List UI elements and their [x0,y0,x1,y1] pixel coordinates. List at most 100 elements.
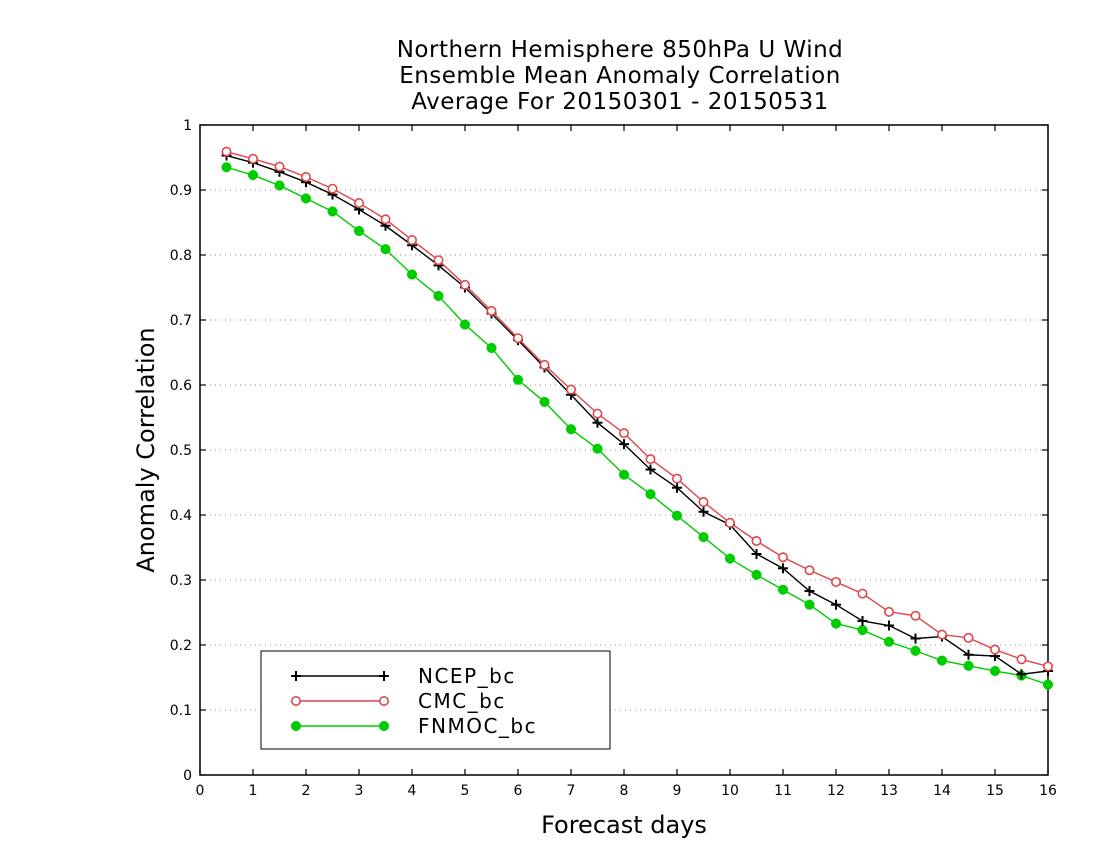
legend-item-fnmoc-bc: FNMOC_bc [290,714,537,738]
x-tick-label: 15 [986,783,1004,799]
x-tick-label: 2 [302,783,311,799]
data-point [884,620,894,631]
series-cmc-bc [221,146,1054,672]
legend-label: CMC_bc [418,689,506,713]
data-point [645,489,656,500]
data-point [406,269,418,280]
x-tick-label: 14 [933,783,951,799]
y-tick-label: 1 [183,118,192,134]
data-point [300,172,311,183]
y-tick-label: 0.8 [170,248,192,264]
data-point [857,615,868,626]
series-line [226,166,1049,686]
legend-marker [378,720,390,732]
chart-title-line-2: Ensemble Mean Anomaly Correlation [399,63,841,89]
chart-title-line-1: Northern Hemisphere 850hPa U Wind [396,37,844,63]
series-ncep-bc [221,150,1053,680]
data-point [963,632,974,643]
legend-item-cmc-bc: CMC_bc [290,689,506,713]
data-point [592,443,603,454]
data-point [618,428,629,439]
data-point [671,473,682,484]
data-point [327,206,338,217]
data-point [565,424,577,435]
data-point [353,225,365,236]
data-point [433,290,444,302]
data-point [910,610,921,621]
data-point [380,214,391,225]
data-point [910,633,921,644]
data-point [883,636,895,647]
x-tick-label: 3 [355,783,364,799]
data-point [963,660,974,671]
x-tick-label: 9 [673,783,682,799]
data-point [1016,669,1027,680]
x-tick-label: 8 [620,783,629,799]
x-tick-label: 5 [461,783,470,799]
x-tick-label: 11 [774,783,792,799]
x-tick-label: 16 [1039,783,1057,799]
data-point [592,417,603,428]
data-point [248,153,259,164]
data-point [565,384,576,395]
legend-label: NCEP_bc [418,664,516,688]
data-point [1042,679,1054,690]
data-point [831,599,841,610]
data-point [327,183,338,194]
data-point [247,170,259,181]
data-point [486,342,497,354]
data-point [486,305,497,316]
data-point [698,496,709,507]
y-axis-title: Anomaly Correlation [132,327,160,572]
x-tick-label: 0 [196,783,205,799]
data-point [963,649,974,660]
data-point [592,408,603,419]
data-point [698,532,709,543]
data-point [778,563,788,574]
y-tick-label: 0.4 [170,508,192,524]
data-point [724,517,735,528]
data-point [433,255,444,266]
axis-ticks: 00.10.20.30.40.50.60.70.80.910 1 2 3 4 5 6 7 8 9 1… [170,118,1057,799]
x-tick-label: 7 [567,783,576,799]
data-point [221,162,232,173]
data-point [645,464,656,475]
data-point [645,454,656,465]
data-point [751,535,762,546]
x-tick-label: 1 [249,783,258,799]
grid-lines [200,189,1048,711]
data-point [751,569,762,580]
y-tick-label: 0.3 [170,573,192,589]
data-point [777,552,788,563]
data-point [539,396,550,407]
data-point [804,586,815,597]
y-tick-label: 0.9 [170,183,192,199]
legend-marker [378,695,389,706]
data-point [512,374,524,385]
data-point [936,629,947,640]
data-point [300,193,312,204]
series-line [226,150,1049,668]
x-tick-label: 12 [827,783,845,799]
y-tick-label: 0.2 [170,638,192,654]
data-point [777,584,789,595]
x-tick-label: 13 [880,783,898,799]
legend-marker [379,671,389,681]
data-point [353,198,364,209]
y-tick-label: 0.5 [170,443,192,459]
data-point [618,469,630,480]
data-point [1016,654,1027,665]
x-axis-title: Forecast days [541,811,707,839]
legend-marker [291,671,301,681]
y-tick-label: 0 [183,768,192,784]
data-point [857,588,868,599]
legend-label: FNMOC_bc [418,714,537,738]
y-tick-label: 0.6 [170,378,192,394]
data-point [751,549,762,559]
data-point [857,625,868,636]
series-line [226,154,1049,675]
data-point [512,333,523,344]
chart-title-line-3: Average For 20150301 - 20150531 [411,89,829,115]
data-point [221,146,232,157]
